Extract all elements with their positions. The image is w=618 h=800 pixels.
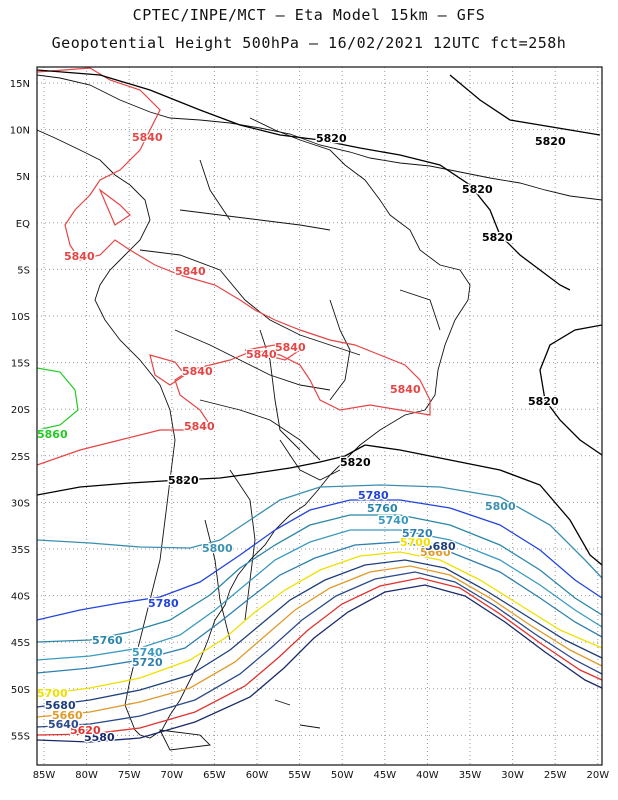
map-title-line2: Geopotential Height 500hPa – 16/02/2021 …	[51, 34, 567, 52]
southern-contours	[37, 484, 602, 743]
contour-label-5820: 5820	[168, 474, 199, 487]
axis-labels: 15N 10N 5N EQ 5S 10S 15S 20S 25S 30S 35S 40S 45S 50S 5…	[10, 79, 609, 781]
lon-tick-label: 85W	[33, 770, 56, 781]
contour-label-5660: 5660	[52, 709, 83, 722]
contour-label-5820: 5820	[462, 183, 493, 196]
contour-label-5840: 5840	[64, 250, 95, 263]
lon-tick-label: 60W	[246, 770, 269, 781]
contour-label-5640: 5640	[48, 718, 79, 731]
lat-tick-label: 10S	[11, 312, 30, 323]
lon-tick-label: 30W	[501, 770, 524, 781]
contour-label-5840: 5840	[390, 383, 421, 396]
lat-tick-label: 20S	[11, 405, 30, 416]
map-frame	[36, 66, 603, 766]
contour-label-5840: 5840	[182, 365, 213, 378]
lon-tick-label: 40W	[416, 770, 439, 781]
coastlines	[37, 74, 602, 751]
lon-tick-label: 45W	[373, 770, 396, 781]
lon-tick-label: 55W	[288, 770, 311, 781]
contour-label-5840: 5840	[132, 131, 163, 144]
lat-tick-label: 55S	[11, 731, 30, 742]
contour-label-5720: 5720	[132, 656, 163, 669]
contour-label-5820: 5820	[340, 456, 371, 469]
contour-label-5840: 5840	[175, 265, 206, 278]
contour-label-5660: 5660	[420, 546, 451, 559]
lon-tick-label: 65W	[203, 770, 226, 781]
lon-tick-label: 70W	[160, 770, 183, 781]
contour-label-5820: 5820	[528, 395, 559, 408]
contour-label-5800: 5800	[202, 542, 233, 555]
lon-tick-label: 80W	[75, 770, 98, 781]
lat-tick-label: 45S	[11, 638, 30, 649]
contour-label-5800: 5800	[485, 500, 516, 513]
contour-label-5860: 5860	[37, 428, 68, 441]
lon-tick-label: 35W	[459, 770, 482, 781]
lat-tick-label: EQ	[16, 219, 30, 230]
lon-tick-label: 25W	[544, 770, 567, 781]
contour-label-5680: 5680	[45, 699, 76, 712]
lat-tick-label: 25S	[11, 452, 30, 463]
contour-label-5820: 5820	[316, 132, 347, 145]
lon-tick-label: 50W	[331, 770, 354, 781]
contour-label-5760: 5760	[92, 634, 123, 647]
contour-label-5820: 5820	[535, 135, 566, 148]
lat-tick-label: 30S	[11, 498, 30, 509]
lat-tick-label: 10N	[10, 126, 30, 137]
lat-tick-label: 5S	[17, 265, 30, 276]
lat-tick-label: 5N	[16, 172, 30, 183]
contour-label-5600: 5600	[70, 724, 101, 737]
lon-tick-label: 20W	[586, 770, 609, 781]
contour-labels: 5580560056205640566056605680568057005700…	[37, 130, 567, 746]
lat-tick-label: 15N	[10, 79, 30, 90]
map-title-line1: CPTEC/INPE/MCT – Eta Model 15km – GFS	[132, 6, 486, 24]
contour-5840	[37, 67, 431, 466]
contour-label-5840: 5840	[246, 348, 277, 361]
contour-label-5720: 5720	[402, 527, 433, 540]
contour-label-5760: 5760	[367, 502, 398, 515]
contour-label-5740: 5740	[378, 514, 409, 527]
contour-label-5680: 5680	[425, 540, 456, 553]
lat-tick-label: 35S	[11, 545, 30, 556]
lat-tick-label: 50S	[11, 685, 30, 696]
contour-label-5840: 5840	[184, 420, 215, 433]
lat-tick-label: 15S	[11, 359, 30, 370]
contour-5860	[37, 367, 79, 431]
contour-label-5600: 5620	[70, 724, 101, 737]
contour-label-5840: 5840	[275, 341, 306, 354]
contour-label-5740: 5740	[132, 646, 163, 659]
contour-label-5820: 5820	[482, 231, 513, 244]
lat-tick-label: 40S	[11, 592, 30, 603]
contour-label-5580: 5580	[84, 731, 115, 744]
graticule	[37, 67, 602, 765]
lon-tick-label: 75W	[118, 770, 141, 781]
contour-label-5780: 5780	[148, 597, 179, 610]
contour-label-5700: 5700	[400, 536, 431, 549]
contour-label-5700: 5700	[37, 687, 68, 700]
contour-5820	[37, 69, 602, 566]
contour-label-5780: 5780	[358, 489, 389, 502]
